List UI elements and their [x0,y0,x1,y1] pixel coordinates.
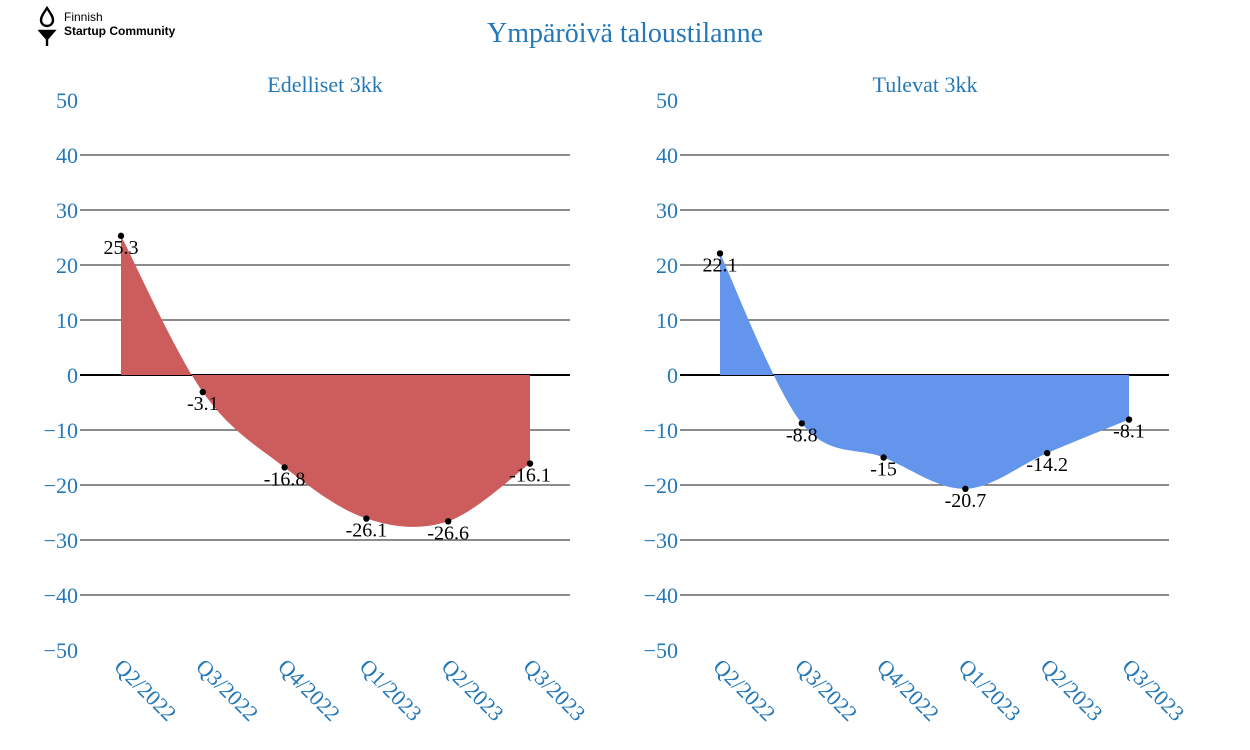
data-point [716,250,724,257]
x-tick-label: Q4/2022 [872,654,944,726]
area-series [720,253,1129,489]
logo-icon [38,6,57,46]
data-label: -20.7 [945,490,987,512]
x-tick-label: Q1/2023 [954,654,1026,726]
y-tick-label: 50 [656,88,678,113]
x-tick-label: Q2/2022 [708,654,780,726]
x-tick-label: Q3/2023 [1117,654,1189,726]
y-tick-label: 0 [667,363,678,388]
data-point [117,232,125,240]
data-label: 25.3 [104,237,139,259]
y-tick-label: −10 [44,418,78,443]
data-label: -8.8 [786,424,818,446]
y-tick-label: 20 [656,253,678,278]
y-tick-label: 50 [56,88,78,113]
y-tick-label: −20 [644,473,678,498]
data-label: -14.2 [1026,454,1068,476]
x-tick-label: Q3/2022 [790,654,862,726]
data-point [962,485,969,493]
data-point [1125,416,1133,423]
y-tick-label: −50 [44,638,78,663]
y-tick-label: −40 [44,583,78,608]
panel-title: Edelliset 3kk [267,72,382,97]
x-tick-label: Q2/2023 [1036,654,1108,726]
chart-title: Ympäröivä taloustilanne [486,18,764,49]
logo-text-line2: Startup Community [64,24,176,38]
data-label: -15 [870,459,897,481]
panel-title: Tulevat 3kk [873,72,978,97]
data-point [1044,449,1051,457]
y-tick-label: 30 [656,198,678,223]
y-tick-label: −20 [44,473,78,498]
data-label: -16.1 [509,465,551,487]
y-tick-label: 0 [67,363,78,388]
logo-text-line1: Finnish [64,10,103,24]
data-point [526,460,534,467]
data-point [281,464,288,471]
y-tick-label: 10 [656,308,678,333]
data-label: -3.1 [187,393,219,415]
y-tick-label: −50 [644,638,678,663]
data-point [445,518,452,525]
data-point [798,420,805,427]
data-label: 22.1 [703,254,738,276]
logo: Finnish Startup Community [38,6,208,46]
y-tick-label: 10 [56,308,78,333]
y-tick-label: −40 [644,583,678,608]
chart-panel-edelliset: Edelliset 3kk 50 40 30 20 10 0 −10 −20 −30 −40 −50 2… [44,72,591,726]
y-tick-label: −30 [644,528,678,553]
data-label: -26.1 [346,520,388,542]
data-label: -16.8 [264,468,306,490]
data-label: -8.1 [1113,421,1145,443]
y-tick-label: 40 [56,143,78,168]
y-tick-label: 40 [656,143,678,168]
data-label: -26.6 [427,522,469,544]
y-tick-label: 30 [56,198,78,223]
y-tick-label: −10 [644,418,678,443]
y-tick-label: 20 [56,253,78,278]
data-point [363,515,370,522]
data-point [199,388,206,396]
y-tick-label: −30 [44,528,78,553]
data-point [880,454,887,461]
area-series [121,235,530,527]
